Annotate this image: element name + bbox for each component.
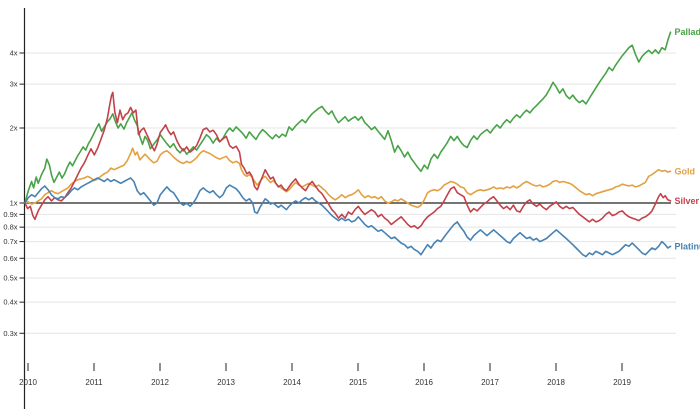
gold-line <box>24 147 672 209</box>
y-tick-label-0.8x: 0.8x <box>3 223 17 232</box>
platinum-line <box>24 177 672 258</box>
palladium-line <box>24 31 672 204</box>
y-tick-label-0.3x: 0.3x <box>3 329 17 338</box>
x-tick-label-2018: 2018 <box>547 378 565 387</box>
x-tick-label-2012: 2012 <box>151 378 169 387</box>
x-tick-label-2017: 2017 <box>481 378 499 387</box>
gold-label: Gold <box>674 166 695 176</box>
y-tick-label-3x: 3x <box>10 80 18 89</box>
y-tick-label-0.7x: 0.7x <box>3 237 17 246</box>
y-tick-label-0.9x: 0.9x <box>3 210 17 219</box>
x-tick-label-2010: 2010 <box>19 378 37 387</box>
y-tick-label-2x: 2x <box>10 124 18 133</box>
y-tick-label-4x: 4x <box>10 49 18 58</box>
y-tick-label-0.4x: 0.4x <box>3 298 17 307</box>
x-tick-label-2014: 2014 <box>283 378 301 387</box>
silver-label: Silver <box>674 196 699 206</box>
y-tick-label-0.5x: 0.5x <box>3 274 17 283</box>
x-tick-label-2016: 2016 <box>415 378 433 387</box>
x-tick-label-2015: 2015 <box>349 378 367 387</box>
platinum-label: Platinum <box>674 241 700 251</box>
y-tick-label-0.6x: 0.6x <box>3 254 17 263</box>
x-tick-label-2013: 2013 <box>217 378 235 387</box>
x-tick-label-2019: 2019 <box>613 378 631 387</box>
palladium-label: Palladium <box>674 27 700 37</box>
y-tick-label-1x: 1x <box>10 199 18 208</box>
silver-line <box>24 91 672 230</box>
x-tick-label-2011: 2011 <box>85 378 103 387</box>
